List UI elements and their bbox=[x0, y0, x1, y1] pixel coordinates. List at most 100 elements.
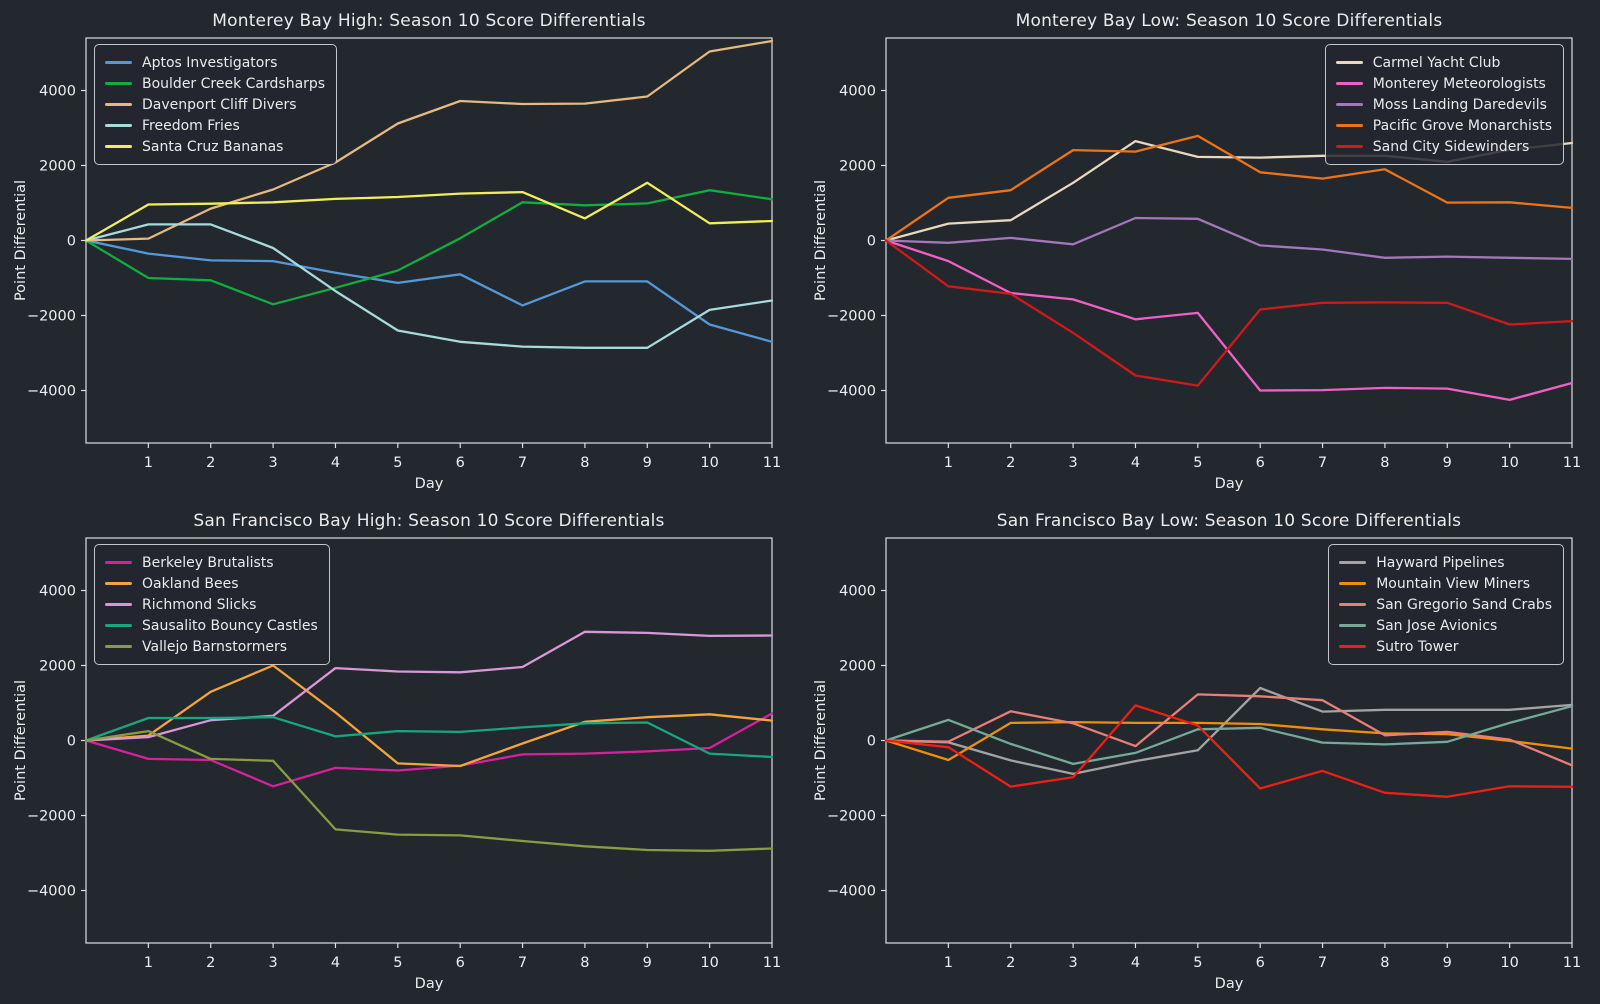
y-tick-label: −2000 bbox=[827, 309, 876, 325]
legend: Berkeley Brutalists Oakland Bees Richmond … bbox=[94, 544, 330, 665]
legend-item: Carmel Yacht Club bbox=[1335, 52, 1552, 73]
chart-title: San Francisco Bay High: Season 10 Score … bbox=[193, 511, 665, 531]
series-line bbox=[884, 239, 1574, 387]
x-axis-label: Day bbox=[1215, 476, 1244, 492]
x-tick-label: 7 bbox=[1318, 455, 1327, 471]
legend: Hayward Pipelines Mountain View Miners San… bbox=[1328, 544, 1564, 665]
y-tick-label: 4000 bbox=[39, 84, 76, 100]
y-axis-label: Point Differential bbox=[13, 680, 29, 801]
legend-item: Berkeley Brutalists bbox=[105, 552, 318, 573]
x-tick-label: 5 bbox=[1193, 455, 1202, 471]
legend-item: Richmond Slicks bbox=[105, 594, 318, 615]
legend-swatch-line bbox=[105, 603, 132, 606]
legend-swatch-line bbox=[105, 103, 132, 106]
x-tick-label: 6 bbox=[1256, 455, 1265, 471]
series-line bbox=[84, 39, 774, 242]
legend-item: Sand City Sidewinders bbox=[1335, 136, 1552, 157]
legend-item: San Gregorio Sand Crabs bbox=[1339, 594, 1552, 615]
legend-label: Freedom Fries bbox=[142, 117, 240, 134]
legend-item: Davenport Cliff Divers bbox=[105, 94, 325, 115]
legend-swatch-line bbox=[1335, 61, 1363, 64]
x-tick-label: 2 bbox=[1006, 455, 1015, 471]
x-tick-label: 1 bbox=[944, 955, 953, 971]
y-tick-label: 2000 bbox=[39, 659, 76, 675]
x-tick-label: 9 bbox=[1443, 455, 1452, 471]
x-tick-label: 1 bbox=[144, 455, 153, 471]
y-tick-label: −4000 bbox=[827, 884, 876, 900]
chart-title: San Francisco Bay Low: Season 10 Score D… bbox=[996, 511, 1462, 531]
x-tick-label: 9 bbox=[643, 455, 652, 471]
y-tick-label: 4000 bbox=[839, 584, 876, 600]
x-tick-label: 7 bbox=[518, 955, 527, 971]
x-tick-label: 6 bbox=[456, 455, 465, 471]
x-tick-label: 3 bbox=[1068, 955, 1077, 971]
y-tick-label: −4000 bbox=[827, 384, 876, 400]
x-tick-label: 5 bbox=[393, 955, 402, 971]
legend-swatch-line bbox=[1339, 645, 1367, 648]
y-tick-label: 0 bbox=[867, 234, 876, 250]
series-line bbox=[84, 712, 774, 788]
legend-label: Moss Landing Daredevils bbox=[1372, 96, 1547, 113]
legend-swatch-line bbox=[105, 582, 132, 585]
legend-item: Mountain View Miners bbox=[1339, 573, 1552, 594]
x-axis-label: Day bbox=[1215, 976, 1244, 992]
chart-canvas: −4000 −2000 0 2000 4000 1 2 3 4 5 6 7 8 9 10 11 Day Point… bbox=[13, 537, 781, 992]
x-tick-label: 10 bbox=[1500, 455, 1518, 471]
legend-swatch-line bbox=[105, 124, 132, 127]
legend-label: Mountain View Miners bbox=[1376, 575, 1531, 592]
legend-swatch-line bbox=[1335, 103, 1363, 106]
x-tick-label: 6 bbox=[456, 955, 465, 971]
chart-canvas: −4000 −2000 0 2000 4000 1 2 3 4 5 6 7 8 9 10 11 Day Point… bbox=[13, 37, 781, 492]
legend-label: Sand City Sidewinders bbox=[1372, 138, 1530, 155]
legend-label: Sausalito Bouncy Castles bbox=[142, 617, 318, 634]
legend-swatch-line bbox=[1339, 603, 1367, 606]
x-tick-label: 10 bbox=[700, 455, 718, 471]
x-tick-label: 8 bbox=[1380, 455, 1389, 471]
y-tick-label: 0 bbox=[67, 234, 76, 250]
x-tick-label: 6 bbox=[1256, 955, 1265, 971]
legend-swatch-line bbox=[105, 561, 132, 564]
legend-item: Moss Landing Daredevils bbox=[1335, 94, 1552, 115]
chart-panel-monterey-high: Monterey Bay High: Season 10 Score Diffe… bbox=[0, 0, 800, 500]
series-line bbox=[884, 686, 1574, 776]
x-tick-label: 7 bbox=[518, 455, 527, 471]
legend-item: Sutro Tower bbox=[1339, 636, 1552, 657]
y-tick-label: 0 bbox=[67, 734, 76, 750]
y-tick-label: 2000 bbox=[839, 159, 876, 175]
x-tick-label: 1 bbox=[944, 455, 953, 471]
legend-label: Aptos Investigators bbox=[142, 54, 278, 71]
x-tick-label: 9 bbox=[643, 955, 652, 971]
legend-swatch-line bbox=[1335, 82, 1363, 85]
legend-item: Vallejo Barnstormers bbox=[105, 636, 318, 657]
y-tick-label: 2000 bbox=[39, 159, 76, 175]
legend-item: Aptos Investigators bbox=[105, 52, 325, 73]
y-tick-label: 4000 bbox=[839, 84, 876, 100]
legend-swatch-line bbox=[105, 624, 132, 627]
x-tick-label: 3 bbox=[268, 455, 277, 471]
x-tick-label: 5 bbox=[1193, 955, 1202, 971]
x-tick-label: 10 bbox=[1500, 955, 1518, 971]
x-tick-label: 5 bbox=[393, 455, 402, 471]
series-line bbox=[84, 630, 774, 742]
x-tick-label: 11 bbox=[1563, 955, 1581, 971]
y-tick-label: −2000 bbox=[827, 809, 876, 825]
series-line bbox=[884, 693, 1574, 767]
x-tick-label: 11 bbox=[1563, 455, 1581, 471]
chart-title: Monterey Bay Low: Season 10 Score Differ… bbox=[1015, 11, 1443, 31]
series-line bbox=[84, 181, 774, 242]
x-tick-label: 2 bbox=[206, 455, 215, 471]
legend-swatch-line bbox=[1339, 624, 1367, 627]
legend-swatch-line bbox=[1339, 582, 1367, 585]
x-tick-label: 2 bbox=[206, 955, 215, 971]
legend-label: Monterey Meteorologists bbox=[1372, 75, 1546, 92]
series-line bbox=[884, 134, 1574, 242]
legend-item: Monterey Meteorologists bbox=[1335, 73, 1552, 94]
legend-item: Hayward Pipelines bbox=[1339, 552, 1552, 573]
legend-label: Vallejo Barnstormers bbox=[142, 638, 288, 655]
series-line bbox=[84, 223, 774, 349]
legend-label: Pacific Grove Monarchists bbox=[1372, 117, 1552, 134]
chart-panel-sf-high: San Francisco Bay High: Season 10 Score … bbox=[0, 500, 800, 1000]
y-tick-label: −2000 bbox=[27, 809, 76, 825]
series-line bbox=[84, 189, 774, 306]
